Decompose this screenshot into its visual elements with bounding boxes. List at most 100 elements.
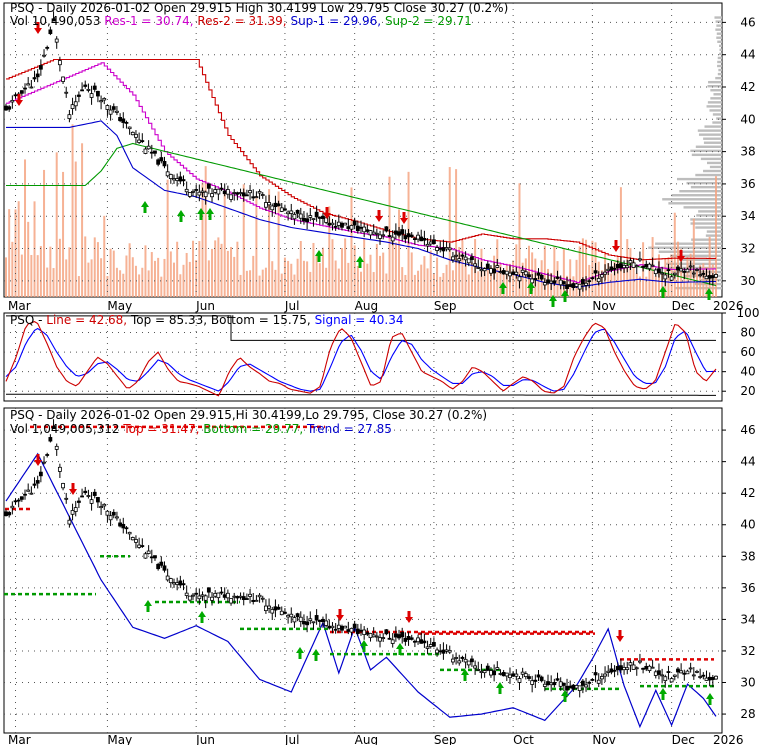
candle-body [238,595,243,598]
volume-bar [382,252,385,297]
volume-bar [71,124,74,297]
sell-arrow [612,240,620,252]
volume-bar [648,269,651,297]
buy-arrow [499,282,507,294]
volume-bar [635,273,638,297]
candle-body [387,637,392,640]
candle-body [435,247,439,251]
middle-header-field: Bottom = 15.75, [211,313,315,327]
candle-body [473,665,478,669]
candle-body [533,278,538,281]
candle-body [663,676,668,682]
candle-body [286,211,290,215]
sell-arrow [323,207,331,219]
volume-bar [315,255,318,297]
bottom-y-tick-label: 28 [740,707,755,721]
candle-body [241,596,246,601]
middle-y-tick-label: 60 [740,345,755,359]
candle-body [619,263,623,269]
candle-body [663,274,668,280]
candle-body [38,65,43,70]
candle-body [229,598,233,604]
candle-body [463,658,468,663]
candle-body [111,511,116,516]
volume-profile-bar [719,48,722,52]
candle-body [444,649,449,652]
bottom-x-label: Jul [284,733,299,745]
candle-body [159,561,164,566]
candle-body [57,466,62,472]
candle-body [653,269,658,275]
volume-bar [448,167,451,297]
volume-bar [125,255,128,297]
candle-body [476,669,481,671]
candle-body [248,593,252,597]
volume-profile-bar [714,16,722,19]
candle-body [444,247,449,250]
bottom-x-label: Sep [434,733,457,745]
volume-bar [39,246,42,297]
volume-bar [131,257,134,297]
volume-profile-bar [710,97,722,100]
candle-body [419,639,424,644]
candle-body [13,500,18,503]
candle-body [511,271,516,275]
candle-body [89,499,94,504]
candle-body [378,234,382,239]
top-x-label: Jun [195,299,215,313]
candle-body [115,110,119,113]
candle-body [590,679,595,681]
volume-profile-bar [662,198,722,201]
candle-body [77,500,81,503]
candle-body [45,46,50,49]
candle-body [257,594,262,598]
volume-bar [695,269,698,297]
candle-body [13,94,18,97]
candle-body [695,269,699,271]
volume-bar [302,260,305,297]
top-x-label: May [107,299,132,313]
volume-bar [287,260,290,297]
volume-bar [344,238,347,297]
candle-body [374,232,379,235]
candle-body [216,188,221,195]
candle-body [121,118,126,123]
volume-bar [477,271,480,297]
volume-bar [702,263,705,297]
volume-bar [77,276,80,297]
volume-profile-bar [690,185,722,189]
candle-body [260,194,265,196]
candle-body [625,265,630,268]
volume-bar [489,266,492,297]
top-x-label: Dec [672,299,695,313]
candle-body [254,599,259,602]
candle-body [676,266,680,271]
volume-bar [217,237,220,297]
candle-body [384,629,389,635]
candle-body [327,222,332,226]
candle-body [19,496,24,500]
candle-body [118,117,123,122]
candle-body [283,208,287,211]
volume-bar [521,262,524,297]
bottom-header-field: Vol 1,049,005,312 [10,422,123,436]
candle-body [679,670,684,674]
candle-body [57,60,62,66]
volume-bar [496,239,499,297]
candle-body [641,667,645,670]
middle-y-tick-label: 100 [737,306,760,320]
volume-bar [214,240,217,297]
volume-profile [648,16,722,290]
candle-body [584,282,588,286]
candle-body [606,268,611,272]
volume-profile-bar [716,36,722,39]
candle-body [225,189,230,195]
candle-body [178,580,183,586]
volume-bar [512,260,515,297]
candle-body [638,258,642,261]
volume-bar [112,250,115,297]
candle-body [64,497,69,500]
candle-body [577,685,582,691]
candle-body [365,632,370,635]
volume-bar [429,250,432,297]
